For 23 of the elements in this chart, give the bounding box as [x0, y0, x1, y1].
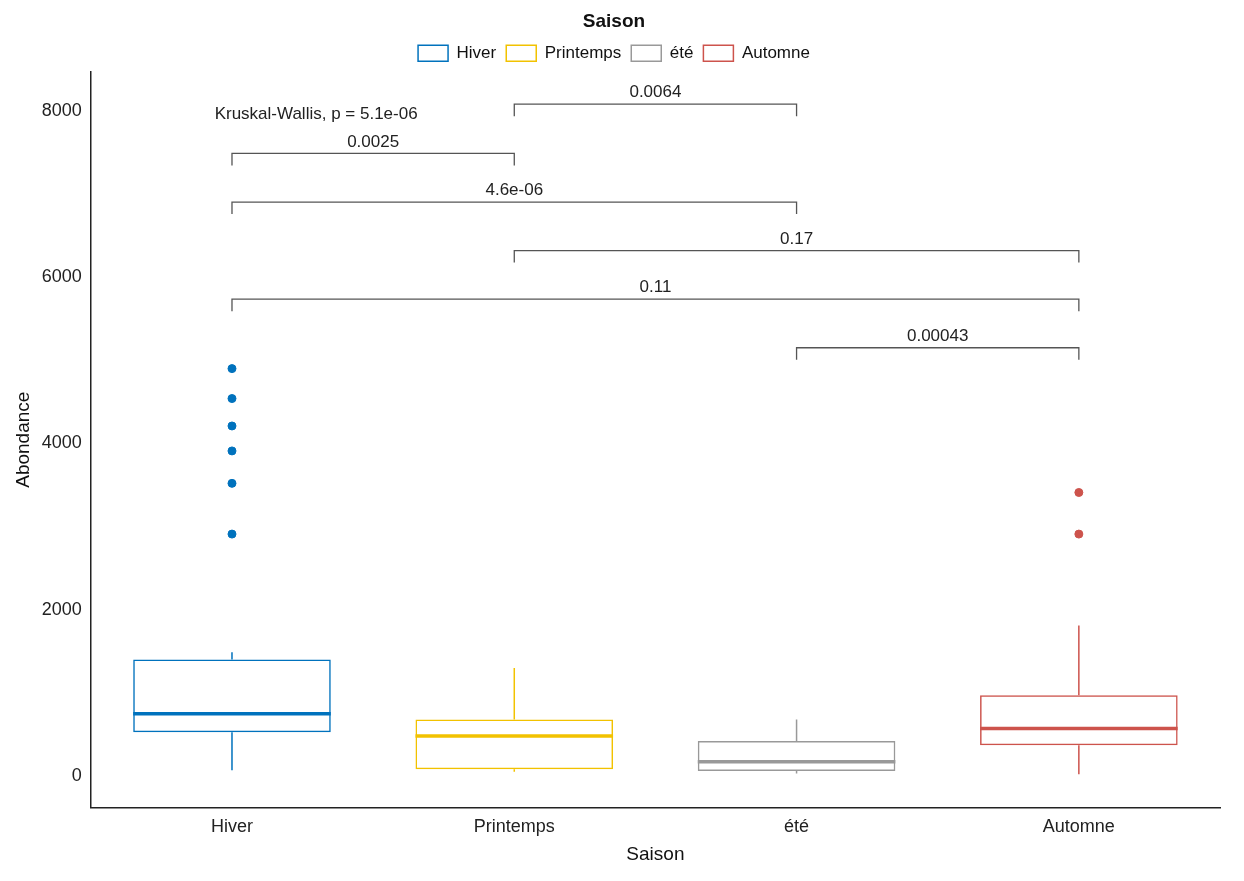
y-tick-label: 6000: [41, 266, 82, 287]
annotation: Kruskal-Wallis, p = 5.1e-06: [214, 104, 418, 124]
y-tick-label: 0: [71, 764, 82, 785]
annotation: 0.00043: [906, 325, 969, 345]
annotation: 0.0025: [347, 131, 400, 151]
legend-label: Printemps: [544, 42, 622, 62]
legend-label: Automne: [741, 42, 810, 62]
x-tick-label: Hiver: [210, 816, 253, 837]
x-axis-title: Saison: [626, 842, 685, 864]
annotation: 0.17: [780, 228, 814, 248]
y-tick-label: 4000: [41, 432, 82, 453]
x-tick-label: été: [784, 816, 810, 837]
legend-label: été: [669, 42, 694, 62]
legend-title: Saison: [582, 9, 646, 31]
legend-label: Hiver: [456, 42, 497, 62]
x-tick-label: Printemps: [473, 816, 555, 837]
annotation: 4.6e-06: [485, 180, 544, 200]
x-tick-label: Automne: [1042, 816, 1115, 837]
annotation: 0.11: [639, 277, 672, 297]
y-axis-title: Abondance: [11, 391, 33, 488]
y-tick-label: 2000: [41, 598, 82, 619]
y-tick-label: 8000: [41, 99, 82, 120]
annotation: 0.0064: [629, 82, 682, 102]
